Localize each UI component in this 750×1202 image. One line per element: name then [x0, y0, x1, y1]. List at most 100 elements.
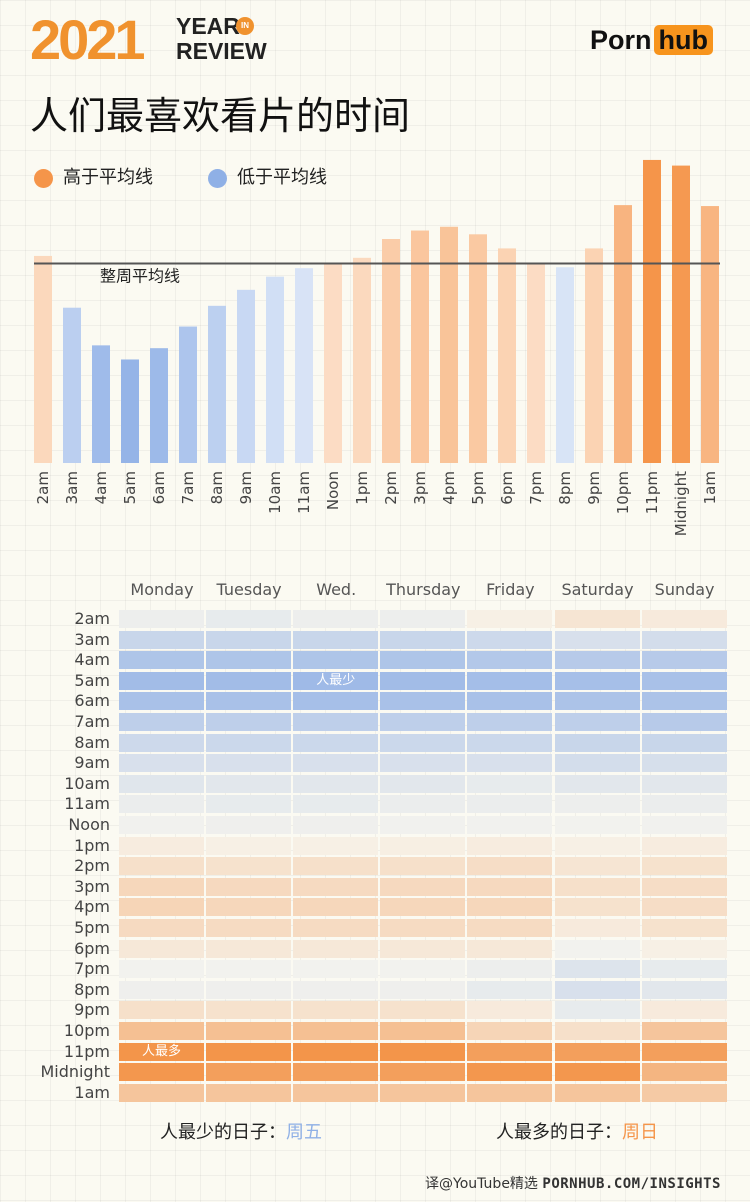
bar-6pm [498, 248, 516, 463]
most-day-summary: 人最多的日子：周日 [496, 1122, 658, 1144]
heatmap-cell [641, 1042, 727, 1061]
bar-11am [295, 268, 313, 463]
average-line-label: 整周平均线 [100, 266, 180, 285]
heatmap-cell [293, 1001, 379, 1020]
heatmap-cell [641, 630, 727, 649]
heatmap-cell [119, 980, 205, 999]
heatmap-cell [119, 671, 205, 690]
heatmap-cell [467, 816, 553, 834]
legend-dot-below [208, 168, 227, 188]
year-number: 2021 [30, 8, 146, 71]
heatmap-cell [206, 919, 292, 937]
heatmap-cell [206, 671, 292, 690]
heatmap-cell [380, 836, 466, 855]
day-header: Saturday [561, 580, 634, 599]
brand-logo: Porn hub [590, 22, 713, 58]
day-header: Wed. [316, 580, 357, 599]
heatmap-cell [554, 816, 640, 834]
x-tick-label: 3pm [411, 471, 429, 505]
source-site: PORNHUB.COM/INSIGHTS [542, 1176, 721, 1192]
heatmap-cell [119, 692, 205, 711]
heatmap-cell [554, 651, 640, 670]
heatmap-cell [641, 795, 727, 814]
x-tick-label: 7pm [527, 471, 545, 505]
heatmap-cell [467, 795, 553, 814]
heatmap-cell [467, 610, 553, 628]
heatmap-cell [467, 692, 553, 711]
heatmap-cell [119, 836, 205, 855]
hour-label: 2pm [74, 856, 110, 876]
heatmap-cell [206, 630, 292, 649]
x-tick-label: 2pm [382, 471, 400, 505]
heatmap-cell [293, 774, 379, 793]
heatmap-cell [467, 898, 553, 917]
heatmap-cell [380, 754, 466, 773]
x-tick-label: 5pm [469, 471, 487, 505]
heatmap-cell [554, 1001, 640, 1020]
heatmap-cell [554, 980, 640, 999]
x-tick-label: 4am [92, 471, 110, 504]
bar-10am [266, 276, 284, 463]
hour-label: Noon [68, 815, 110, 834]
heatmap-cell [554, 877, 640, 896]
hour-label: 10am [64, 773, 110, 793]
day-header: Friday [486, 580, 535, 599]
heatmap-cell [293, 651, 379, 670]
hourly-bar-chart: 2am 3am 4am 5am 6am 7am 8am 9am 10am 11am Noon 1pm 2… [34, 159, 720, 536]
heatmap-cell [467, 713, 553, 731]
day-header: Monday [130, 580, 194, 599]
hour-label: 6pm [74, 938, 110, 958]
hour-label: 9am [74, 753, 110, 773]
heatmap-cell [293, 919, 379, 937]
heatmap-cell [641, 877, 727, 896]
heatmap-cell [119, 651, 205, 670]
heatmap-cell [206, 1063, 292, 1082]
heatmap-cell [467, 836, 553, 855]
heatmap-cell [119, 795, 205, 814]
heatmap-cell [380, 939, 466, 958]
heatmap-cell [206, 610, 292, 628]
heatmap-cell [206, 1042, 292, 1061]
x-tick-label: 1am [701, 471, 719, 504]
legend-label-below: 低于平均线 [237, 167, 327, 188]
heatmap-cell [206, 1083, 292, 1102]
heatmap-cell [206, 774, 292, 793]
heatmap-cell [380, 671, 466, 690]
heatmap-cell [467, 754, 553, 773]
x-tick-label: 11pm [643, 471, 661, 514]
hour-label: 8am [74, 732, 110, 752]
heatmap-cell [641, 939, 727, 958]
x-tick-label: 5am [121, 471, 139, 504]
heatmap-cell [554, 836, 640, 855]
heatmap-cell [467, 651, 553, 670]
heatmap-cell [119, 877, 205, 896]
hour-label: 4am [74, 650, 110, 670]
heatmap-cell [380, 1083, 466, 1102]
hour-label: 4pm [74, 897, 110, 917]
most-day-value: 周日 [622, 1122, 658, 1143]
year-in-review-line2: REVIEW [176, 38, 267, 64]
heatmap-cell [467, 630, 553, 649]
legend-dot-above [34, 168, 53, 188]
heatmap-cell [206, 1001, 292, 1020]
year-in-review-line1: YEAR [176, 13, 240, 39]
bar-11pm [643, 159, 661, 464]
heatmap-cell [641, 857, 727, 876]
bar-9am [237, 289, 255, 463]
heatmap-cell [380, 816, 466, 834]
heatmap-cell [380, 857, 466, 876]
heatmap-cell [380, 1042, 466, 1061]
heatmap-cell [119, 713, 205, 731]
bar-5am [121, 359, 139, 463]
hour-label: 3am [74, 629, 110, 649]
heatmap-cell [206, 1022, 292, 1040]
logo-left-text: Porn [590, 25, 652, 55]
heatmap-cell [293, 733, 379, 752]
x-tick-label: 3am [63, 471, 81, 504]
heatmap-cell [119, 610, 205, 628]
most-day-label: 人最多的日子： [496, 1122, 622, 1143]
x-tick-label: 4pm [440, 471, 458, 505]
bar-5pm [469, 234, 487, 463]
heatmap-cell [554, 1063, 640, 1082]
heatmap-cell [119, 1042, 205, 1061]
